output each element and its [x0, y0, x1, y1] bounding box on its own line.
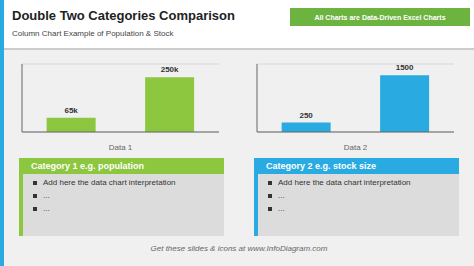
html-text:Category 1 e.g. population: Category 1 e.g. population — [31, 161, 144, 171]
svg-text:1500: 1500 — [396, 63, 414, 72]
html-text:Add here the data chart interp: Add here the data chart interpretation — [43, 178, 176, 187]
html-text:All Charts are Data-Driven Exc: All Charts are Data-Driven Excel Charts — [314, 13, 446, 21]
svg-text:250k: 250k — [161, 65, 179, 74]
svg-text:Data 1: Data 1 — [109, 143, 133, 152]
svg-text:Data 2: Data 2 — [344, 143, 368, 152]
html-text:Get these slides & icons at ww: Get these slides & icons at www.InfoDiag… — [150, 244, 328, 253]
html-text:Column Chart Example of Popula: Column Chart Example of Population & Sto… — [12, 29, 174, 38]
html-text:Double Two Categories Comparis: Double Two Categories Comparison — [12, 8, 235, 23]
html-text:Add here the data chart interp: Add here the data chart interpretation — [278, 178, 411, 187]
svg-text:65k: 65k — [64, 106, 78, 115]
svg-text:250: 250 — [299, 111, 313, 120]
html-text:Category 2 e.g. stock size: Category 2 e.g. stock size — [266, 161, 376, 171]
